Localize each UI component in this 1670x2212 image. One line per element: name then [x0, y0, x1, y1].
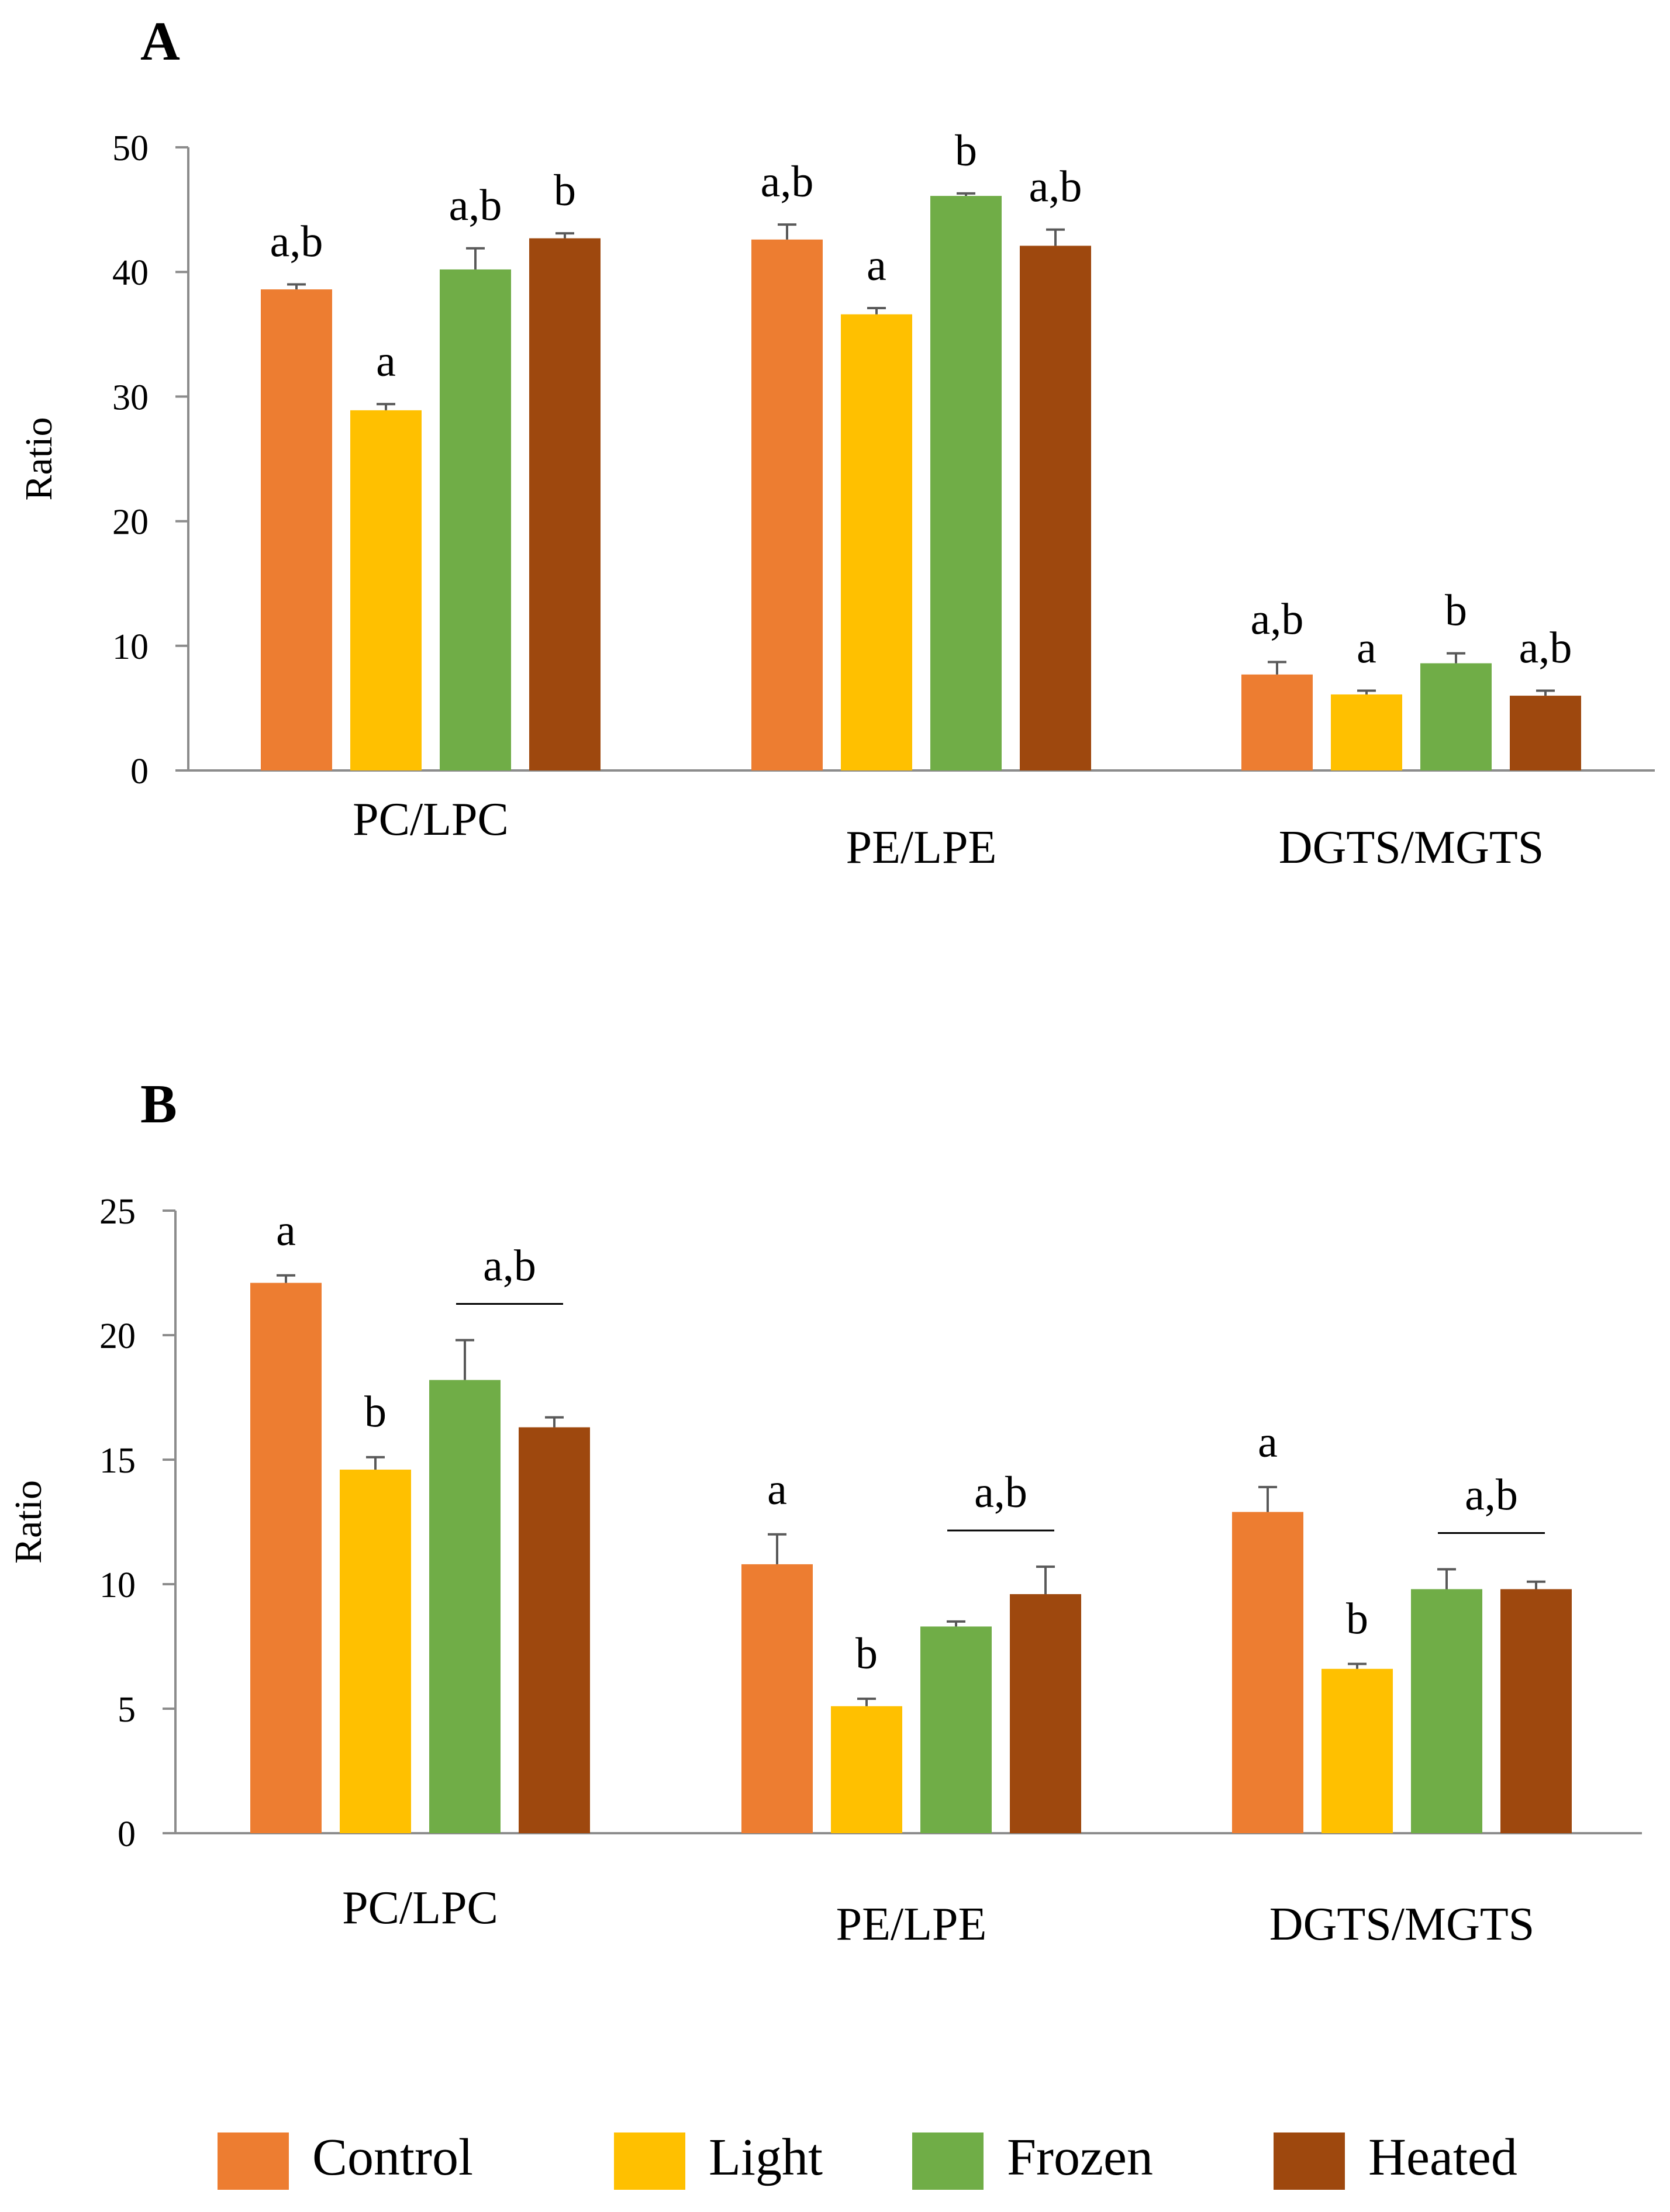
- y-tick-label: 10: [112, 627, 149, 667]
- y-tick-label: 30: [112, 378, 149, 417]
- significance-label: a,b: [1465, 1470, 1518, 1519]
- bar-light: [340, 1470, 411, 1833]
- bar-control: [741, 1564, 813, 1833]
- significance-label: a,b: [1251, 595, 1304, 644]
- legend-label-heated: Heated: [1368, 2128, 1517, 2186]
- y-tick-label: 20: [99, 1316, 136, 1356]
- y-tick-label: 10: [99, 1565, 136, 1605]
- y-tick-label: 40: [112, 253, 149, 293]
- y-axis-title: Ratio: [18, 417, 60, 501]
- category-label: PE/LPE: [836, 1899, 987, 1950]
- bar-heated: [1020, 246, 1091, 771]
- significance-label: a: [867, 241, 886, 290]
- legend-swatch-heated: [1274, 2132, 1345, 2190]
- category-label: DGTS/MGTS: [1269, 1899, 1534, 1950]
- y-tick-label: 50: [112, 129, 149, 168]
- panel-b: B 0 5 10 15 20 25 Ratio a b a,b PC/LPC a b a,b PE/LPE a b…: [7, 1074, 1642, 1950]
- significance-label: a: [1258, 1418, 1278, 1467]
- bar-light: [350, 410, 422, 770]
- y-tick-label: 25: [99, 1192, 136, 1232]
- bar-frozen: [930, 196, 1002, 770]
- bar-light: [1321, 1668, 1393, 1833]
- panel-label: B: [140, 1074, 177, 1135]
- significance-label: b: [1346, 1594, 1368, 1643]
- significance-label: b: [955, 126, 977, 175]
- bar-frozen: [440, 269, 511, 770]
- bar-frozen: [920, 1626, 992, 1833]
- significance-label: a,b: [761, 157, 814, 206]
- y-tick-label: 5: [118, 1690, 136, 1730]
- bar-frozen: [1411, 1589, 1482, 1833]
- bar-control: [1232, 1512, 1303, 1833]
- legend-label-light: Light: [709, 2128, 823, 2186]
- significance-label: a,b: [1519, 624, 1572, 673]
- bar-light: [831, 1706, 902, 1833]
- legend-label-control: Control: [312, 2128, 473, 2186]
- legend-swatch-light: [614, 2132, 685, 2190]
- significance-label: b: [855, 1629, 878, 1678]
- y-tick-label: 0: [130, 752, 149, 792]
- bar-heated: [1510, 696, 1581, 770]
- significance-label: a,b: [270, 217, 323, 267]
- y-tick-label: 20: [112, 503, 149, 542]
- bar-frozen: [429, 1380, 501, 1833]
- y-tick-label: 0: [118, 1814, 136, 1854]
- significance-label: a: [376, 337, 396, 386]
- legend-swatch-frozen: [912, 2132, 984, 2190]
- legend: Control Light Frozen Heated: [218, 2128, 1517, 2190]
- bar-control: [1241, 674, 1313, 770]
- significance-label: a,b: [974, 1468, 1027, 1517]
- significance-label: b: [364, 1388, 387, 1437]
- significance-label: a: [1357, 624, 1376, 673]
- significance-label: b: [1445, 586, 1467, 635]
- significance-label: a,b: [1029, 163, 1082, 212]
- bar-heated: [1500, 1589, 1572, 1833]
- panel-a: A 0 10 20 30 40 50 Ratio a,b a a,b b PC/LPC a,b a b a,b P…: [18, 11, 1655, 873]
- category-label: PE/LPE: [846, 822, 997, 873]
- category-label: PC/LPC: [353, 794, 509, 845]
- significance-label: a,b: [449, 181, 502, 230]
- significance-label: a: [276, 1206, 296, 1255]
- category-label: DGTS/MGTS: [1279, 822, 1544, 873]
- panel-label: A: [140, 11, 180, 72]
- bar-control: [250, 1283, 322, 1833]
- significance-label: b: [554, 166, 576, 215]
- bar-light: [841, 314, 912, 770]
- y-axis-title: Ratio: [7, 1480, 50, 1564]
- significance-label: a,b: [483, 1242, 536, 1291]
- bar-heated: [1010, 1594, 1081, 1833]
- bar-control: [751, 239, 823, 770]
- bar-control: [261, 289, 332, 771]
- y-tick-label: 15: [99, 1441, 136, 1481]
- bar-light: [1331, 694, 1402, 770]
- legend-label-frozen: Frozen: [1007, 2128, 1153, 2186]
- significance-label: a: [767, 1465, 787, 1514]
- bar-heated: [529, 238, 601, 770]
- legend-swatch-control: [218, 2132, 289, 2190]
- bar-heated: [519, 1427, 590, 1833]
- category-label: PC/LPC: [342, 1882, 498, 1934]
- bar-frozen: [1420, 663, 1492, 770]
